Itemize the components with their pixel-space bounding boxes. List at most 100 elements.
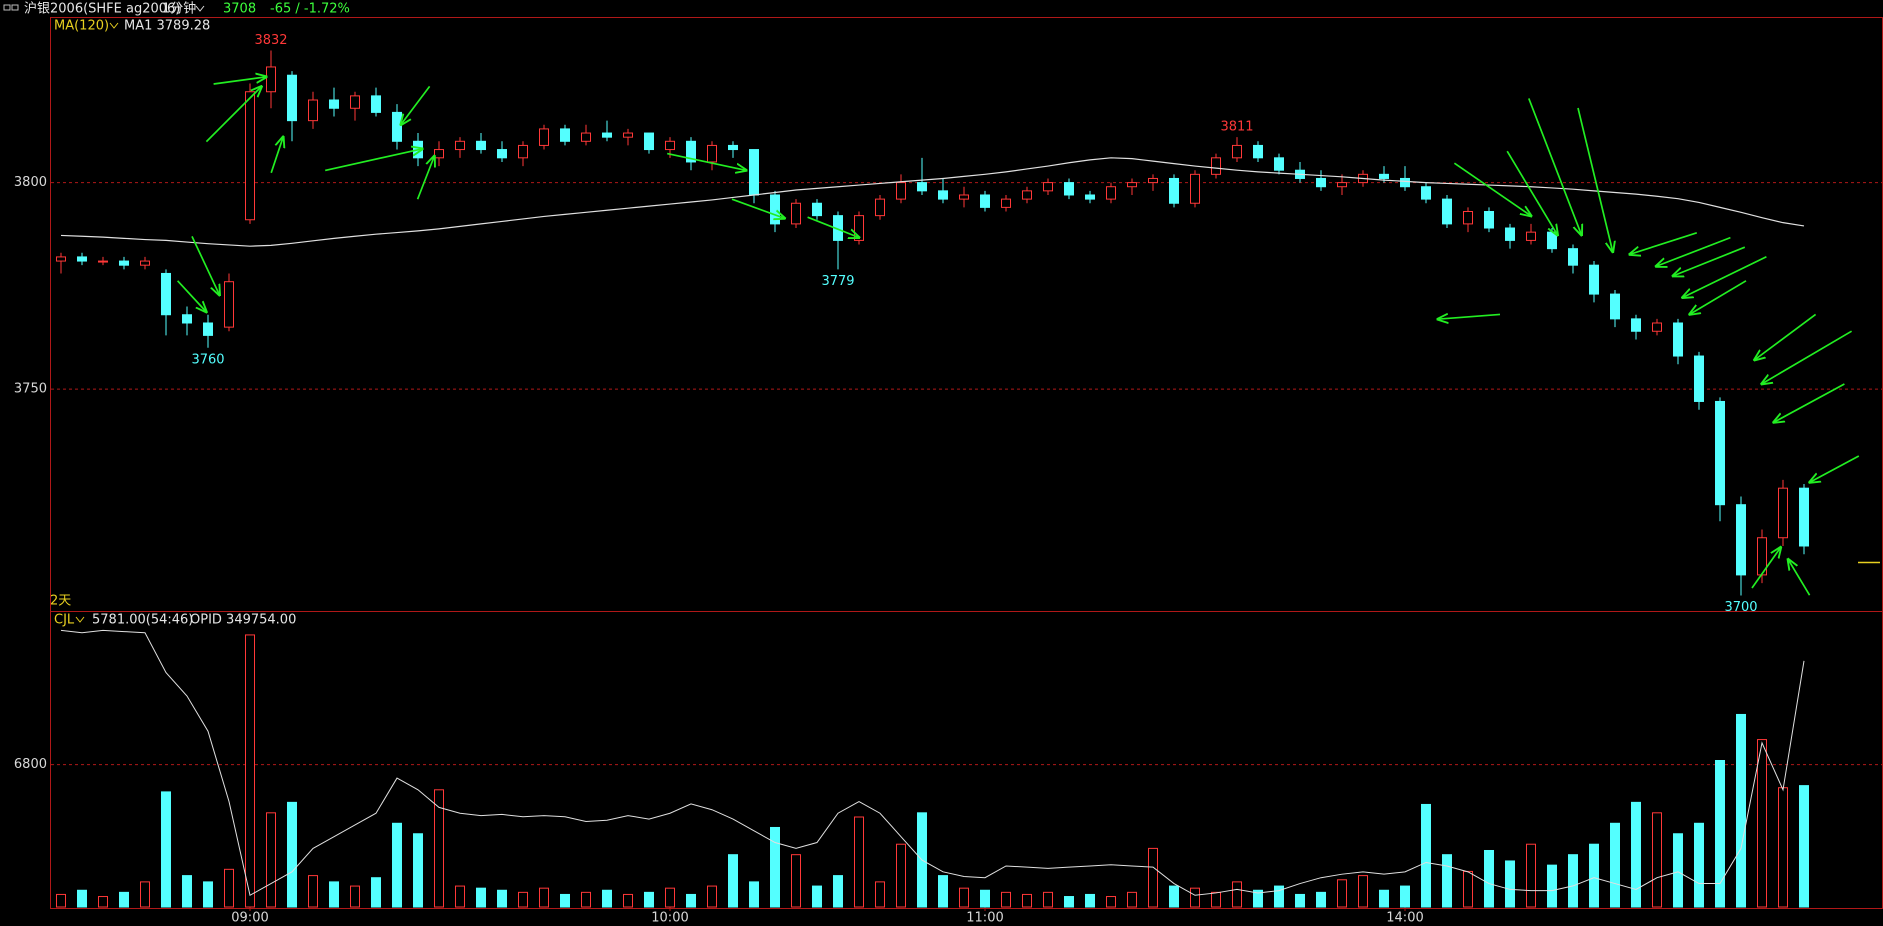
span-label: 2天 [50, 594, 71, 609]
candle-body [854, 215, 864, 241]
volume-bar [1211, 891, 1221, 908]
y-tick-label: 3750 [14, 382, 47, 397]
candle-body [749, 149, 759, 196]
plot: 3750 3800 6800 09:00 10:00 11:00 14:00 3760 3832… [14, 33, 1882, 926]
volume-bar [476, 887, 486, 908]
candle-body [392, 111, 402, 142]
volume-value: 5781.00(54:46) [92, 613, 193, 628]
volume-bar [644, 891, 654, 908]
candle-body [1211, 157, 1221, 175]
volume-bar [1148, 847, 1158, 908]
candle-body [1148, 177, 1158, 184]
volume-bar [245, 634, 255, 908]
open-interest: OPID 349754.00 [190, 613, 296, 628]
volume-bar [308, 875, 318, 908]
volume-bar [1484, 849, 1494, 908]
indicator-name[interactable]: MA(120) [54, 19, 109, 34]
high-label: 3832 [254, 33, 287, 48]
candle-body [1085, 194, 1095, 200]
volume-bar [1295, 893, 1305, 908]
volume-bar [1589, 843, 1599, 908]
candle-body [1190, 173, 1200, 204]
candle-body [77, 256, 87, 262]
candle-body [1547, 231, 1557, 250]
candle-body [1694, 355, 1704, 402]
volume-bar [1085, 893, 1095, 908]
candle-body [371, 95, 381, 113]
candle-body [98, 260, 108, 263]
candle-body [560, 128, 570, 142]
period[interactable]: 1分钟 [162, 1, 196, 17]
volume-bar [1631, 801, 1641, 908]
candle-body [1715, 400, 1725, 506]
candle-body [686, 140, 696, 163]
volume-bar [1610, 822, 1620, 908]
candle-body [350, 95, 360, 109]
candle-body [959, 194, 969, 200]
candle-body [1379, 173, 1389, 179]
candle-body [518, 144, 528, 159]
volume-bar [98, 896, 108, 908]
open-interest-line [60, 629, 1805, 897]
candle-body [770, 194, 780, 225]
candle-body [1652, 322, 1662, 332]
volume-bar [392, 822, 402, 908]
candle-body [1421, 186, 1431, 200]
volume-bar [518, 891, 528, 908]
candle-body [623, 132, 633, 138]
last-price: 3708 [223, 2, 256, 17]
volume-bar [1694, 822, 1704, 908]
candle-body [140, 260, 150, 266]
candle-body [1022, 190, 1032, 200]
volume-bar [1505, 860, 1515, 908]
candle-body [1463, 211, 1473, 225]
period-dropdown[interactable] [195, 5, 205, 12]
candle-body [1337, 182, 1347, 188]
candle-body [875, 198, 885, 217]
candle-body [917, 182, 927, 192]
x-tick-label: 14:00 [1386, 911, 1423, 926]
volume-bar [1463, 870, 1473, 908]
volume-bar [1652, 812, 1662, 908]
volume-bar [119, 891, 129, 908]
volume-bar [833, 875, 843, 908]
volume-bar [371, 877, 381, 908]
candle-body [455, 140, 465, 151]
volume-dropdown[interactable] [75, 616, 85, 623]
indicator-value: MA1 3789.28 [124, 19, 210, 34]
candle-body [1169, 177, 1179, 204]
x-tick-label: 10:00 [651, 911, 688, 926]
candle-body [1064, 182, 1074, 196]
symbol-title[interactable]: 沪银2006(SHFE ag2006) [24, 1, 180, 17]
candle-body [1001, 198, 1011, 208]
x-tick-label: 09:00 [231, 911, 268, 926]
volume-bar [287, 801, 297, 908]
volume-bar [329, 881, 339, 908]
volume-bar [1190, 887, 1200, 908]
candle-body [812, 202, 822, 217]
volume-bar [455, 885, 465, 908]
high-label: 3811 [1220, 120, 1253, 135]
x-tick-label: 11:00 [966, 911, 1003, 926]
volume-bar [812, 885, 822, 908]
volume-name[interactable]: CJL [54, 613, 75, 628]
candle-body [581, 132, 591, 142]
candle-body [182, 314, 192, 324]
volume-bar [560, 893, 570, 908]
candle-body [497, 149, 507, 159]
candle-body [896, 182, 906, 200]
volume-bar [266, 812, 276, 908]
indicator-dropdown[interactable] [109, 22, 119, 29]
candle-body [161, 272, 171, 316]
candle-body [1526, 231, 1536, 241]
volume-bar [896, 843, 906, 908]
ma-line [60, 157, 1805, 247]
volume-bar [1001, 891, 1011, 908]
volume-bar [1442, 854, 1452, 908]
volume-bar [938, 875, 948, 908]
volume-bar [1232, 881, 1242, 908]
volume-bar [1316, 891, 1326, 908]
